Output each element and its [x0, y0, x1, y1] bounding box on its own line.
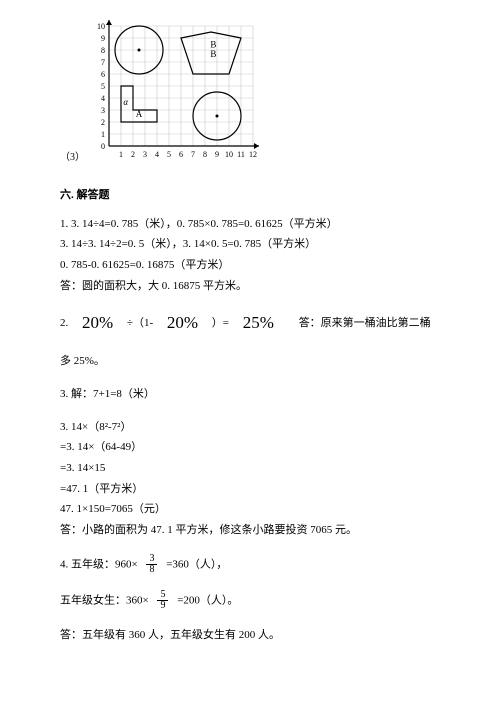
- q3-c2: =3. 14×（64-49）: [60, 438, 460, 457]
- svg-text:9: 9: [101, 34, 105, 43]
- q2: 2. 20% ÷（1- 20% ）= 25% 答：原来第一桶油比第二桶 多 25…: [60, 309, 460, 371]
- q3-line1: 3. 解：7+1=8（米）: [60, 385, 460, 404]
- svg-text:3: 3: [101, 106, 105, 115]
- q3-c4: =47. 1（平方米）: [60, 480, 460, 499]
- svg-text:2: 2: [131, 150, 135, 159]
- svg-text:7: 7: [101, 58, 105, 67]
- svg-text:A: A: [136, 109, 143, 119]
- figure-label: （3）: [60, 149, 85, 168]
- q1-line3: 0. 785-0. 61625=0. 16875（平方米）: [60, 256, 460, 275]
- q4-line1: 4. 五年级：960× 3 8 =360（人），: [60, 554, 460, 576]
- q4-frac2-den: 9: [157, 601, 168, 612]
- q4-answer: 答：五年级有 360 人，五年级女生有 200 人。: [60, 626, 460, 645]
- q2-tail: 答：原来第一桶油比第二桶: [277, 317, 431, 329]
- q2-mid1: ÷（1-: [116, 317, 164, 329]
- svg-text:0: 0: [101, 142, 105, 151]
- svg-text:6: 6: [179, 150, 183, 159]
- q2-line2: 多 25%。: [60, 352, 460, 371]
- q2-percent1: 20%: [82, 309, 113, 338]
- svg-text:3: 3: [143, 150, 147, 159]
- svg-text:α: α: [123, 97, 128, 107]
- q3-answer: 答：小路的面积为 47. 1 平方米，修这条小路要投资 7065 元。: [60, 521, 460, 540]
- svg-text:4: 4: [155, 150, 159, 159]
- q1-line1: 1. 3. 14÷4=0. 785（米），0. 785×0. 785=0. 61…: [60, 215, 460, 234]
- svg-text:11: 11: [237, 150, 245, 159]
- svg-text:9: 9: [215, 150, 219, 159]
- grid-figure: 123456789101112012345678910AαBB: [93, 18, 263, 168]
- q4-line2: 五年级女生：360× 5 9 =200（人）。: [60, 590, 460, 612]
- q2-line1: 2. 20% ÷（1- 20% ）= 25% 答：原来第一桶油比第二桶: [60, 309, 460, 338]
- svg-text:1: 1: [101, 130, 105, 139]
- q2-mid2: ）=: [201, 317, 240, 329]
- svg-text:10: 10: [97, 22, 105, 31]
- svg-text:5: 5: [101, 82, 105, 91]
- svg-text:12: 12: [249, 150, 257, 159]
- q4-lead2: 五年级女生：360×: [60, 594, 149, 606]
- svg-text:8: 8: [101, 46, 105, 55]
- svg-text:8: 8: [203, 150, 207, 159]
- q3-c3: =3. 14×15: [60, 459, 460, 478]
- q4-lead1: 4. 五年级：960×: [60, 558, 138, 570]
- figure-row: （3） 123456789101112012345678910AαBB: [60, 18, 460, 168]
- q1: 1. 3. 14÷4=0. 785（米），0. 785×0. 785=0. 61…: [60, 215, 460, 296]
- q4-frac1: 3 8: [146, 554, 157, 576]
- q3: 3. 解：7+1=8（米） 3. 14×（8²-7²） =3. 14×（64-4…: [60, 385, 460, 540]
- svg-text:4: 4: [101, 94, 105, 103]
- q4-frac2: 5 9: [157, 590, 168, 612]
- svg-text:5: 5: [167, 150, 171, 159]
- q2-percent2: 20%: [167, 309, 198, 338]
- q1-line2: 3. 14÷3. 14÷2=0. 5（米），3. 14×0. 5=0. 785（…: [60, 235, 460, 254]
- svg-text:2: 2: [101, 118, 105, 127]
- svg-text:B: B: [210, 40, 216, 50]
- svg-text:7: 7: [191, 150, 195, 159]
- q3-c5: 47. 1×150=7065（元）: [60, 500, 460, 519]
- svg-text:10: 10: [225, 150, 233, 159]
- q2-lead: 2.: [60, 317, 79, 329]
- q2-percent3: 25%: [243, 309, 274, 338]
- section-title: 六. 解答题: [60, 186, 460, 205]
- svg-text:B: B: [210, 49, 216, 59]
- q4-frac1-den: 8: [146, 565, 157, 576]
- q1-answer: 答：圆的面积大，大 0. 16875 平方米。: [60, 277, 460, 296]
- svg-text:6: 6: [101, 70, 105, 79]
- q3-c1: 3. 14×（8²-7²）: [60, 418, 460, 437]
- q4-tail1: =360（人），: [166, 558, 227, 570]
- svg-text:1: 1: [119, 150, 123, 159]
- q4: 4. 五年级：960× 3 8 =360（人）， 五年级女生：360× 5 9 …: [60, 554, 460, 645]
- q4-tail2: =200（人）。: [177, 594, 238, 606]
